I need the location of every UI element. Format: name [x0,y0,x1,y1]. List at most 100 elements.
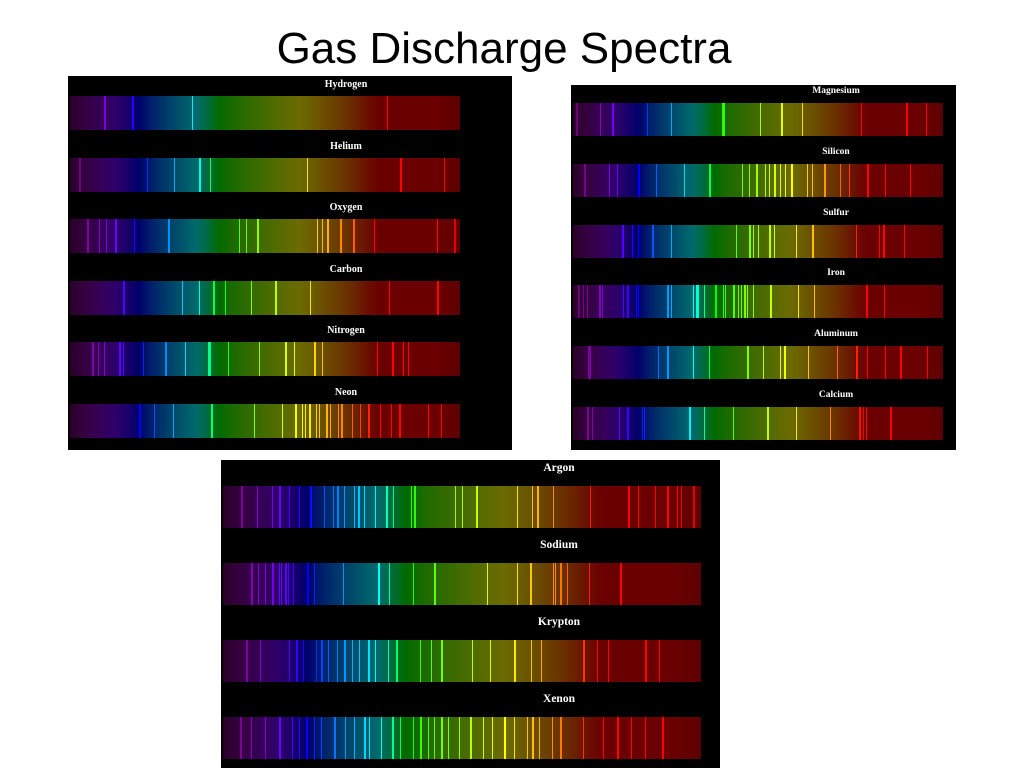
element-label-silicon: Silicon [822,146,850,157]
emission-line [307,563,310,605]
emission-line [779,346,781,380]
emission-line [153,404,155,438]
emission-line [619,563,622,605]
emission-line [865,285,868,319]
emission-line [866,346,868,380]
emission-line [588,563,590,605]
element-label-xenon: Xenon [543,693,575,705]
emission-line [529,563,532,605]
emission-line [861,103,863,136]
emission-line [280,563,282,605]
emission-line [279,486,282,528]
emission-line [332,486,334,528]
emission-line [303,640,305,682]
emission-line [760,103,762,136]
emission-line [198,157,201,192]
emission-line [256,486,258,528]
emission-line [146,157,148,192]
emission-line [114,219,117,254]
emission-line [315,640,317,682]
emission-line [590,346,592,380]
emission-line [339,219,341,254]
emission-line [808,346,810,380]
emission-line [228,342,230,377]
emission-line [630,717,632,759]
emission-line [774,224,776,258]
emission-line [903,224,905,258]
emission-line [279,717,282,759]
emission-line [338,404,340,438]
emission-line [643,407,645,440]
emission-line [471,640,473,682]
element-label-oxygen: Oxygen [329,202,363,214]
emission-line [597,640,598,682]
emission-line [305,404,307,438]
emission-line [576,103,579,136]
emission-line [455,486,456,528]
emission-line [443,157,445,192]
emission-line [638,285,640,319]
emission-line [209,157,211,192]
emission-line [540,640,542,682]
emission-line [910,163,912,197]
emission-line [318,404,320,438]
emission-line [208,342,211,377]
emission-line [885,346,887,380]
emission-line [763,346,765,380]
emission-line [516,486,518,528]
emission-line [689,407,692,440]
emission-line [298,486,300,528]
emission-line [310,486,313,528]
emission-line [709,163,711,197]
emission-line [368,404,371,438]
emission-line [779,163,781,197]
emission-line [301,404,303,438]
emission-line [105,219,107,254]
emission-line [309,280,311,315]
emission-line [747,285,749,319]
emission-line [412,717,414,759]
emission-line [104,342,106,377]
emission-line [677,486,679,528]
emission-line [414,486,417,528]
spectrum-bar-xenon [223,717,701,759]
emission-line [104,96,107,130]
element-label-aluminum: Aluminum [814,329,858,340]
emission-line [198,280,200,315]
emission-line [265,717,267,759]
emission-line [308,404,311,438]
emission-line [285,342,287,377]
emission-line [241,486,244,528]
emission-line [245,640,248,682]
emission-line [539,717,541,759]
emission-line [692,285,694,319]
emission-line [798,285,800,319]
emission-line [658,640,660,682]
emission-line [738,285,740,319]
emission-line [343,486,345,528]
element-label-krypton: Krypton [537,616,581,628]
emission-line [402,342,404,377]
emission-line [122,280,125,315]
emission-line [359,640,361,682]
emission-line [360,404,362,438]
emission-line [91,342,94,377]
element-label-neon: Neon [334,387,358,398]
emission-line [758,224,759,258]
emission-line [774,163,777,197]
spectrum-bar-carbon [70,280,460,315]
emission-line [224,280,226,315]
emission-line [883,224,886,258]
emission-line [367,640,370,682]
emission-line [374,486,376,528]
emission-line [289,486,291,528]
emission-line [752,285,754,319]
emission-line [591,407,593,440]
element-label-argon: Argon [543,462,575,474]
emission-line [837,346,839,380]
emission-line [655,163,657,197]
spectrum-bar-iron [573,285,943,319]
emission-line [723,103,726,136]
emission-line [602,717,604,759]
emission-line [790,163,793,197]
